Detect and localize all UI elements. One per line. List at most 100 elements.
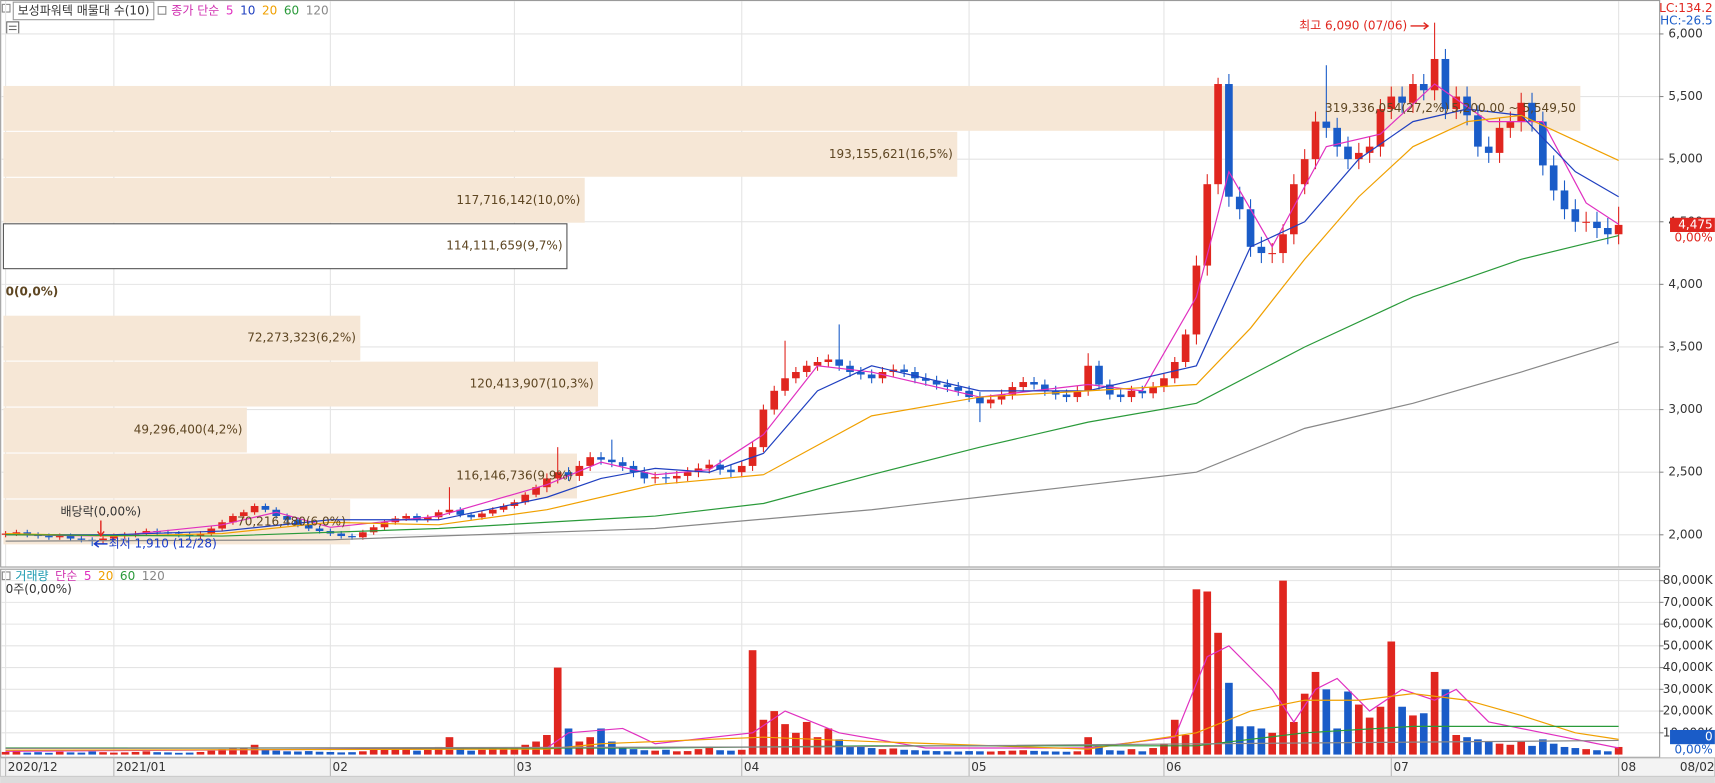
moving-average-line bbox=[5, 341, 1619, 542]
volume-bar bbox=[1073, 751, 1082, 755]
volume-bar bbox=[1192, 589, 1201, 755]
volume-profile-bar bbox=[3, 131, 958, 177]
y-tick-label: 60,000K bbox=[1663, 617, 1714, 631]
volume-profile-label: 193,155,621(16,5%) bbox=[829, 147, 953, 161]
legend-entry: 20 bbox=[98, 569, 113, 583]
legend-entry: 10 bbox=[240, 3, 255, 17]
candle-body bbox=[499, 505, 508, 510]
candle-body bbox=[1203, 184, 1212, 266]
candle-body bbox=[1095, 365, 1103, 385]
y-tick-label: 80,000K bbox=[1663, 573, 1714, 587]
volume-bar bbox=[294, 751, 302, 755]
y-tick-label: 5,500 bbox=[1668, 89, 1702, 103]
scrollbar[interactable] bbox=[0, 776, 1715, 783]
candle-body bbox=[283, 516, 291, 520]
volume-bar bbox=[878, 749, 887, 755]
candle-body bbox=[792, 372, 800, 379]
candle-body bbox=[997, 394, 1006, 400]
candle-body bbox=[99, 538, 107, 542]
candle-body bbox=[1528, 102, 1536, 122]
y-tick-label: 6,000 bbox=[1668, 26, 1702, 40]
y-tick-label: 3,000 bbox=[1668, 402, 1702, 416]
candle-body bbox=[1030, 382, 1038, 385]
current-volume-change: 0,00% bbox=[1675, 743, 1713, 757]
candle-body bbox=[1116, 394, 1125, 398]
candle-body bbox=[1571, 209, 1580, 222]
volume-bar bbox=[1127, 749, 1136, 755]
volume-bar bbox=[77, 752, 86, 755]
candle-body bbox=[488, 509, 497, 514]
volume-bar bbox=[1030, 750, 1038, 755]
volume-bar bbox=[380, 748, 389, 755]
volume-bar bbox=[943, 751, 952, 755]
volume-bar bbox=[239, 748, 248, 755]
volume-bar bbox=[261, 749, 270, 755]
candle-body bbox=[239, 512, 248, 517]
volume-profile-bar bbox=[2, 223, 568, 270]
volume-bar bbox=[402, 749, 410, 755]
volume-bar bbox=[369, 749, 378, 755]
candle-body bbox=[1322, 121, 1331, 128]
volume-bar bbox=[1095, 745, 1103, 755]
legend-entry: 5 bbox=[84, 569, 92, 583]
x-tick-label: 07 bbox=[1393, 760, 1408, 774]
price-panel-frame bbox=[0, 0, 1661, 568]
candle-body bbox=[672, 475, 681, 479]
volume-bar bbox=[413, 750, 421, 755]
volume-profile-label: 116,146,736(9,9%) bbox=[456, 469, 572, 483]
title-box bbox=[12, 1, 155, 21]
volume-bar bbox=[1376, 706, 1385, 755]
volume-bar bbox=[1549, 743, 1558, 755]
volume-bar bbox=[1344, 691, 1352, 755]
candle-body bbox=[737, 465, 746, 473]
volume-bar bbox=[359, 751, 367, 755]
candle-body bbox=[867, 374, 876, 379]
candle-body bbox=[445, 509, 454, 513]
x-axis-strip bbox=[0, 757, 1715, 777]
volume-bar bbox=[1008, 750, 1017, 755]
volume-bar bbox=[1116, 750, 1125, 755]
volume-bar bbox=[499, 748, 508, 755]
candle-body bbox=[1192, 265, 1201, 335]
legend-prefix: 단순 bbox=[55, 569, 77, 583]
annotation-arrow bbox=[93, 540, 108, 548]
candle-body bbox=[423, 517, 432, 520]
current-volume-label: 0 bbox=[1705, 730, 1713, 744]
volume-bar bbox=[1311, 671, 1320, 755]
x-tick-label: 02 bbox=[333, 760, 348, 774]
volume-bar bbox=[55, 751, 64, 755]
candle-body bbox=[1344, 146, 1352, 160]
volume-profile-bar bbox=[3, 453, 577, 499]
volume-bar bbox=[1506, 744, 1515, 755]
candle-body bbox=[467, 514, 475, 518]
volume-bar bbox=[1474, 739, 1482, 755]
candle-body bbox=[369, 527, 378, 533]
volume-bar bbox=[185, 752, 194, 755]
volume-bar bbox=[456, 749, 465, 755]
settings-icon[interactable] bbox=[6, 21, 20, 35]
candle-body bbox=[781, 378, 789, 391]
volume-bar bbox=[921, 750, 930, 755]
volume-bar bbox=[1160, 743, 1168, 755]
volume-bar bbox=[1528, 745, 1536, 755]
volume-bar bbox=[1051, 751, 1060, 755]
volume-bar bbox=[672, 751, 681, 755]
candle-body bbox=[1365, 146, 1374, 153]
volume-bar bbox=[640, 750, 649, 755]
volume-title: 거래량 bbox=[15, 569, 48, 583]
candle-body bbox=[597, 457, 605, 460]
candle-body bbox=[1160, 378, 1168, 388]
candle-body bbox=[1452, 96, 1461, 110]
volume-bar bbox=[846, 745, 854, 755]
candle-body bbox=[640, 472, 649, 479]
x-tick-label: 03 bbox=[517, 760, 532, 774]
candle-body bbox=[813, 361, 822, 366]
current-date: 08/02 bbox=[1680, 760, 1715, 774]
volume-bar bbox=[434, 746, 443, 755]
candle-body bbox=[662, 477, 670, 479]
volume-bar bbox=[1203, 591, 1212, 755]
candle-body bbox=[802, 365, 811, 373]
volume-bar bbox=[1062, 751, 1071, 755]
moving-average-line bbox=[5, 739, 1619, 750]
moving-average-line bbox=[5, 234, 1619, 537]
